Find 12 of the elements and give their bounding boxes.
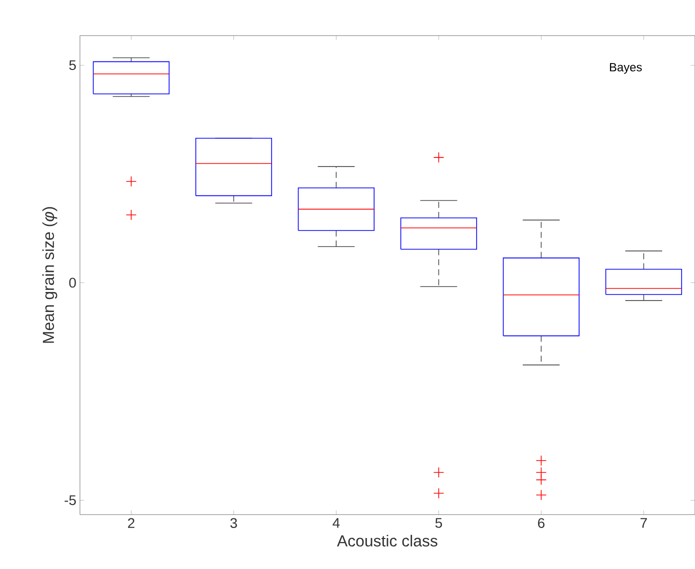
annotation: Bayes — [610, 63, 642, 74]
x-tick-label: 3 — [230, 518, 237, 528]
y-tick-label: 0 — [69, 278, 76, 288]
x-tick-label: 6 — [538, 518, 544, 528]
x-tick-label: 7 — [640, 518, 647, 528]
y-tick-label: 5 — [69, 60, 76, 70]
x-tick-label: 4 — [332, 518, 340, 528]
x-axis-title: Acoustic class — [336, 534, 438, 547]
y-tick-label: -5 — [64, 495, 76, 506]
x-tick-label: 2 — [128, 518, 134, 528]
y-axis-title: Mean grain size (φ) — [42, 207, 58, 343]
x-tick-label: 5 — [435, 518, 442, 528]
